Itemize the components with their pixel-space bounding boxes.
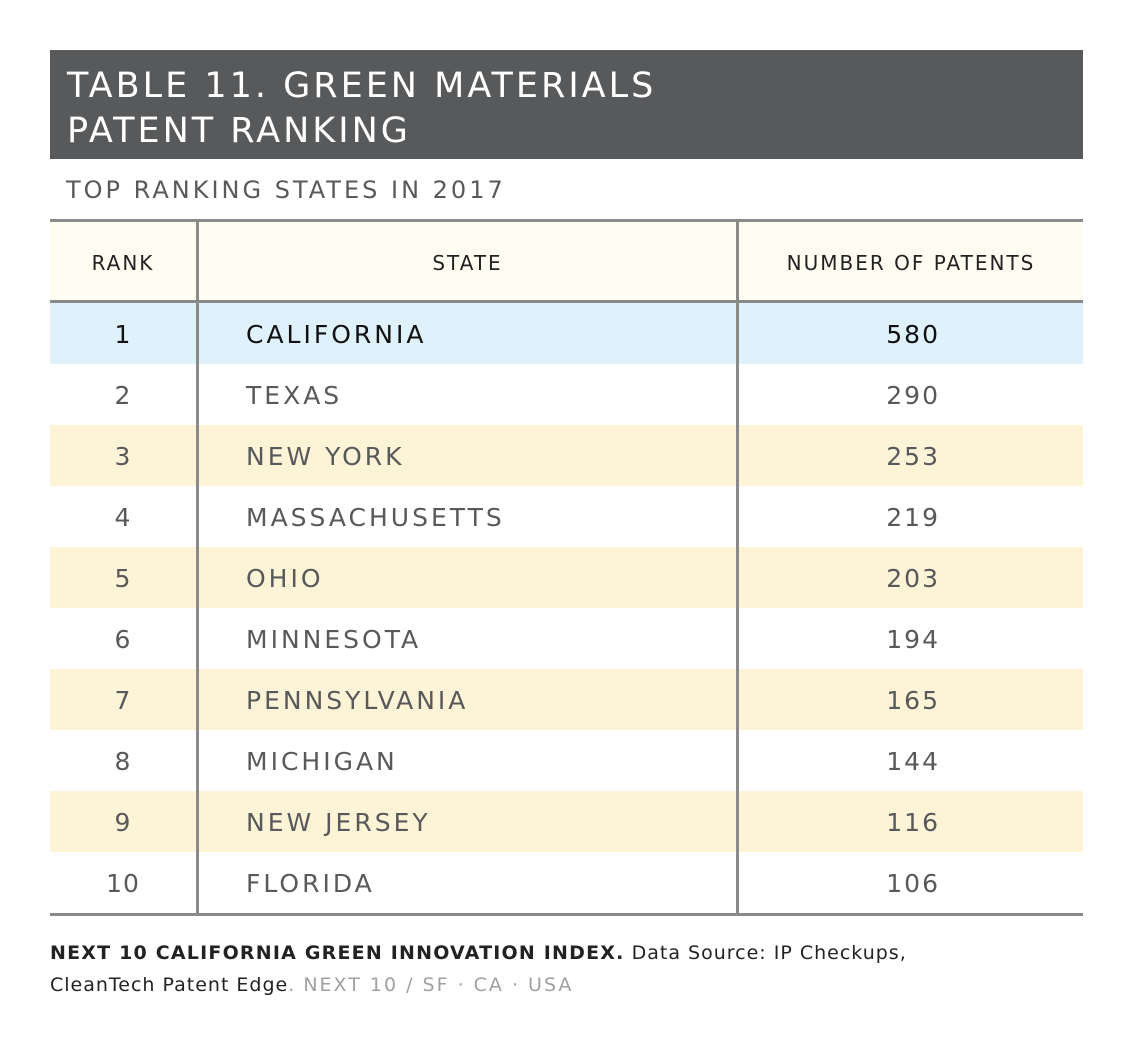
patent-count-cell: 116 (886, 808, 940, 837)
rank-cell: 10 (106, 869, 140, 898)
state-cell: MINNESOTA (246, 625, 422, 654)
footer-source-line2: CleanTech Patent Edge (50, 974, 289, 996)
rank-cell: 5 (114, 564, 132, 593)
rank-cell: 7 (114, 686, 132, 715)
table-row: 2 TEXAS 290 (50, 364, 1083, 425)
state-cell: FLORIDA (246, 869, 375, 898)
patent-count-cell: 219 (886, 503, 940, 532)
patent-count-cell: 165 (886, 686, 940, 715)
state-cell: PENNSYLVANIA (246, 686, 469, 715)
table-row: 7 PENNSYLVANIA 165 (50, 669, 1083, 730)
table-row: 8 MICHIGAN 144 (50, 730, 1083, 791)
column-header-rank: RANK (91, 251, 155, 275)
state-cell: OHIO (246, 564, 324, 593)
rank-cell: 9 (114, 808, 132, 837)
patent-count-cell: 106 (886, 869, 940, 898)
table-header-row: RANK STATE NUMBER OF PATENTS (50, 222, 1083, 300)
patent-count-cell: 194 (886, 625, 940, 654)
patent-count-cell: 580 (886, 320, 940, 349)
table-row: 5 OHIO 203 (50, 547, 1083, 608)
table-row: 9 NEW JERSEY 116 (50, 791, 1083, 852)
column-header-patents: NUMBER OF PATENTS (786, 251, 1036, 275)
rank-cell: 2 (114, 381, 132, 410)
patent-count-cell: 203 (886, 564, 940, 593)
table-bottom-rule (50, 913, 1083, 916)
state-cell: MICHIGAN (246, 747, 398, 776)
title-line-2: PATENT RANKING (67, 111, 411, 151)
table-row: 1 CALIFORNIA 580 (50, 303, 1083, 364)
state-cell: NEW JERSEY (246, 808, 431, 837)
rank-cell: 8 (114, 747, 132, 776)
state-cell: CALIFORNIA (246, 320, 427, 349)
rank-cell: 1 (114, 320, 132, 349)
rank-cell: 6 (114, 625, 132, 654)
patent-count-cell: 144 (886, 747, 940, 776)
patent-count-cell: 290 (886, 381, 940, 410)
title-banner: TABLE 11. GREEN MATERIALS PATENT RANKING (50, 50, 1083, 159)
rank-cell: 4 (114, 503, 132, 532)
table-row: 10 FLORIDA 106 (50, 852, 1083, 913)
table-top-rule (50, 219, 1083, 222)
footer-credit: NEXT 10 / SF · CA · USA (303, 974, 574, 996)
footer-source-line1: Data Source: IP Checkups, (631, 942, 907, 964)
state-cell: TEXAS (246, 381, 343, 410)
column-divider-rank-state (196, 219, 199, 916)
header-divider-rule (50, 300, 1083, 303)
footer-period: . (288, 974, 297, 996)
rank-cell: 3 (114, 442, 132, 471)
state-cell: MASSACHUSETTS (246, 503, 505, 532)
column-divider-state-patents (736, 219, 739, 916)
title-line-1: TABLE 11. GREEN MATERIALS (67, 66, 657, 106)
patent-count-cell: 253 (886, 442, 940, 471)
table-subtitle: TOP RANKING STATES IN 2017 (66, 176, 506, 204)
footer-note: NEXT 10 CALIFORNIA GREEN INNOVATION INDE… (50, 937, 1083, 1001)
footer-index-name: NEXT 10 CALIFORNIA GREEN INNOVATION INDE… (50, 942, 625, 964)
table-row: 6 MINNESOTA 194 (50, 608, 1083, 669)
state-cell: NEW YORK (246, 442, 405, 471)
column-header-state: STATE (432, 251, 503, 275)
table-row: 3 NEW YORK 253 (50, 425, 1083, 486)
table-row: 4 MASSACHUSETTS 219 (50, 486, 1083, 547)
